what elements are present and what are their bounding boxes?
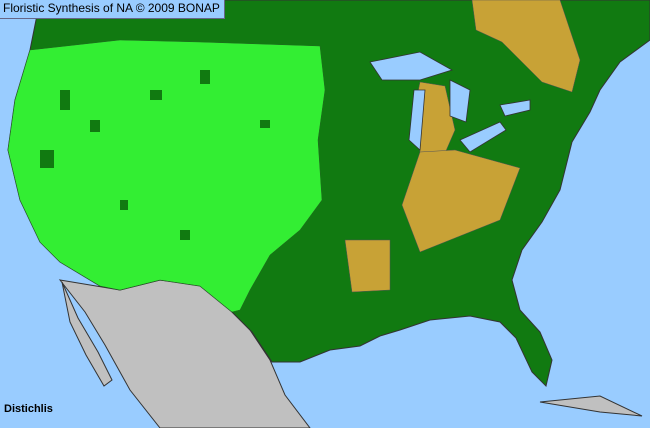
baja-california bbox=[61, 281, 113, 387]
map-title: Floristic Synthesis of NA © 2009 BONAP bbox=[0, 0, 225, 19]
light-green-west bbox=[7, 39, 326, 313]
absent-regions bbox=[344, 0, 581, 293]
dark-green-patches bbox=[40, 70, 270, 240]
great-lakes bbox=[369, 51, 531, 153]
taxon-label: Distichlis bbox=[4, 403, 53, 415]
cuba bbox=[539, 395, 643, 417]
